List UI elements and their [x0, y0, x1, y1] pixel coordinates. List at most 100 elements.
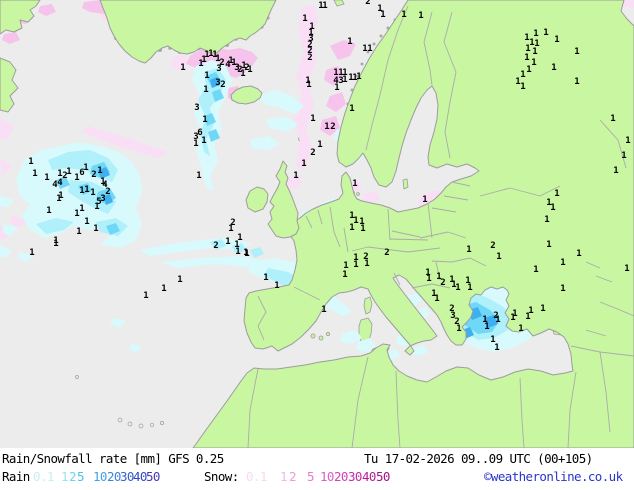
- legend-bar: Rain/Snowfall rate [mm] GFS 0.25 Tu 17-0…: [0, 448, 634, 490]
- precip-value: 1: [624, 264, 629, 274]
- precip-value: 1: [231, 58, 236, 68]
- precip-value: 1: [338, 68, 343, 78]
- precip-value: 1: [347, 37, 352, 47]
- copyright-link[interactable]: ©weatheronline.co.uk: [484, 469, 623, 484]
- precip-value: 1: [512, 309, 517, 319]
- precip-value: 1: [613, 166, 618, 176]
- snow-scale-value: 50: [376, 469, 390, 484]
- precip-value: 1: [56, 194, 61, 204]
- precip-value: 1: [309, 22, 314, 32]
- precip-value: 1: [228, 56, 233, 66]
- precip-value: 1: [515, 77, 520, 87]
- precip-value: 1: [342, 68, 347, 78]
- precip-value: 4: [52, 180, 58, 190]
- precip-value: 1: [243, 248, 248, 258]
- precip-value: 1: [529, 38, 534, 48]
- precip-value: 3: [194, 103, 199, 113]
- precip-value: 1: [576, 249, 581, 259]
- precip-value: 1: [334, 83, 339, 93]
- precip-value: 1: [58, 191, 63, 201]
- precip-value: 3: [216, 64, 221, 74]
- snow-scale-value: 40: [362, 469, 376, 484]
- precip-value: 1: [198, 59, 203, 69]
- precip-value: 2: [244, 63, 249, 73]
- precip-value: 1: [293, 171, 298, 181]
- precip-value: 1: [526, 65, 531, 75]
- precip-value: 1: [532, 47, 537, 57]
- datetime-label: Tu 17-02-2026 09..09 UTC (00+105): [364, 451, 593, 466]
- precip-value: 1: [244, 249, 249, 259]
- precip-value: 3: [100, 194, 105, 204]
- rain-scale-value: 0.1: [33, 469, 54, 484]
- precip-value: 1: [305, 76, 310, 86]
- precip-value: 2: [310, 148, 315, 158]
- country-borders: [247, 5, 634, 448]
- precip-value: 3: [215, 78, 220, 88]
- precip-value: 6: [197, 128, 202, 138]
- precip-value: 1: [490, 335, 495, 345]
- precip-value: 1: [360, 224, 365, 234]
- precip-value: 1: [560, 284, 565, 294]
- rain-scale-value: 1: [61, 469, 69, 484]
- precip-value: 1: [322, 1, 327, 11]
- rain-scale-value: 30: [120, 469, 134, 484]
- precip-value: 1: [465, 276, 470, 286]
- precip-value: 1: [306, 80, 311, 90]
- precip-value: 1: [343, 261, 348, 271]
- precip-value: 1: [520, 70, 525, 80]
- precip-value: 1: [208, 49, 213, 59]
- precip-value: 1: [342, 270, 347, 280]
- snow-scale-label: Snow:: [204, 469, 239, 484]
- precip-value: 1: [524, 53, 529, 63]
- precip-value: 4: [333, 76, 339, 86]
- precip-value: 2: [384, 248, 389, 258]
- precip-value: 1: [235, 247, 240, 257]
- precip-value: 2: [237, 65, 242, 75]
- precip-value: 5: [96, 197, 101, 207]
- precip-value: 1: [377, 4, 382, 14]
- precip-value: 1: [83, 163, 88, 173]
- precip-value: 2: [220, 80, 225, 90]
- precip-value: 3: [308, 34, 313, 44]
- precip-value: 1: [525, 44, 530, 54]
- precip-value: 2: [330, 122, 335, 132]
- precip-value: 1: [97, 166, 102, 176]
- precip-value: 1: [263, 273, 268, 283]
- precip-value: 2: [307, 40, 312, 50]
- precip-value: 1: [534, 39, 539, 49]
- rain-scale-value: 20: [107, 469, 121, 484]
- precip-value: 1: [353, 260, 358, 270]
- precip-value: 1: [531, 58, 536, 68]
- precip-value: 1: [215, 54, 220, 64]
- precip-value: 1: [247, 65, 252, 75]
- precip-value: 2: [365, 0, 370, 7]
- snow-scale-value: 2: [289, 469, 297, 484]
- precip-value: 2: [219, 58, 224, 68]
- rain-scale-value: 5: [77, 469, 85, 484]
- precip-value: 2: [493, 311, 498, 321]
- precip-value: 1: [349, 223, 354, 233]
- precip-value: 1: [528, 306, 533, 316]
- precip-value: 1: [161, 284, 166, 294]
- precip-value: 2: [307, 46, 312, 56]
- precip-value: 6: [79, 168, 84, 178]
- precip-value: 1: [455, 283, 460, 293]
- precip-value: 1: [560, 258, 565, 268]
- snow-scale-value: 5: [307, 469, 315, 484]
- snow-scale-value: 20: [334, 469, 348, 484]
- precip-value: 1: [436, 272, 441, 282]
- precip-value: 2: [91, 170, 96, 180]
- precip-value: 2: [490, 241, 495, 251]
- precip-value: 1: [28, 157, 33, 167]
- precip-value: 1: [76, 227, 81, 237]
- precip-value: 1: [240, 69, 245, 79]
- precip-value: 1: [46, 206, 51, 216]
- precip-value: 1: [425, 268, 430, 278]
- precip-value: 2: [213, 241, 218, 251]
- precip-value: 1: [401, 10, 406, 20]
- precip-value: 1: [241, 61, 246, 71]
- precip-value: 1: [348, 73, 353, 83]
- precip-value: 1: [342, 75, 347, 85]
- precip-value: 1: [574, 77, 579, 87]
